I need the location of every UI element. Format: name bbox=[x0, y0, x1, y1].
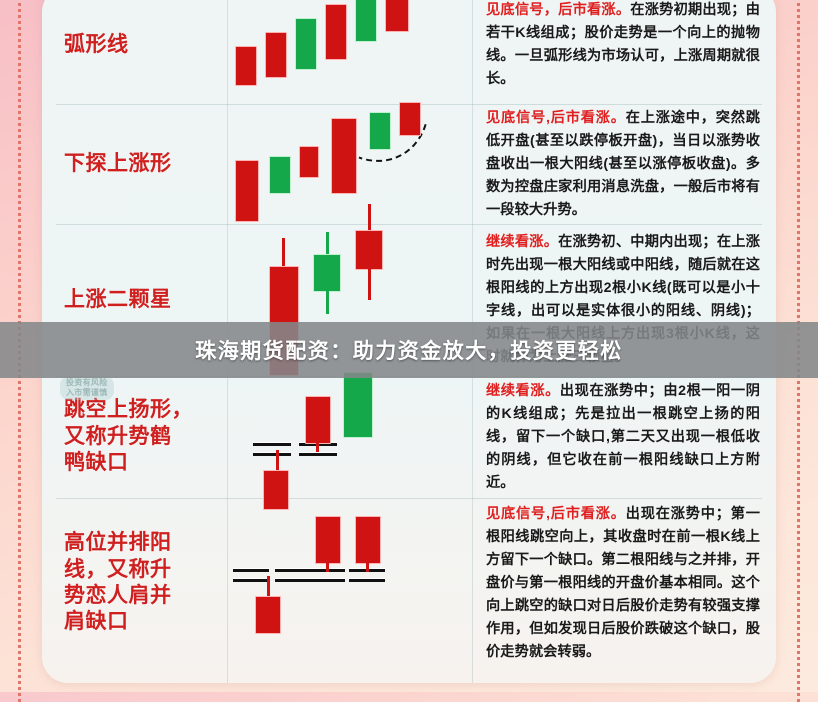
pattern-label-side-by-side: 高位并排阳 线，又称升 势恋人肩并 肩缺口 bbox=[64, 531, 172, 634]
pattern-row-gap-up: 投资有风险 入市需谨慎 跳空上扬形， 又称升势鹤 鸭缺口 继续看涨。出现在涨势中… bbox=[42, 372, 776, 510]
candle-red bbox=[355, 230, 383, 270]
candle-wick bbox=[276, 450, 279, 472]
candle-red bbox=[385, 0, 409, 32]
doji-line bbox=[233, 578, 269, 582]
pattern-label-dip: 下探上涨形 bbox=[64, 151, 172, 175]
doji-line bbox=[309, 578, 345, 582]
pattern-label-cell: 投资有风险 入市需谨慎 跳空上扬形， 又称升势鹤 鸭缺口 bbox=[42, 376, 227, 498]
doji-line bbox=[349, 578, 385, 582]
desc-body: 出现在涨势中；第一根阳线跳空向上，其收盘时在前一根K线上方留下一个缺口。第二根阳… bbox=[486, 505, 760, 660]
candle-green bbox=[313, 254, 341, 292]
doji-line bbox=[253, 452, 291, 456]
candle-red bbox=[325, 4, 347, 60]
doji-line bbox=[233, 568, 269, 572]
pattern-chart-side-by-side bbox=[227, 498, 472, 668]
candle-wick bbox=[326, 290, 329, 314]
candle-wick bbox=[326, 232, 329, 256]
pattern-desc-arc: 见底信号，后市看涨。在涨势初期出现；由若干K线组成；股价走势是一个向上的抛物线。… bbox=[472, 0, 776, 104]
candle-red bbox=[315, 516, 341, 564]
pattern-label-cell: 弧形线 bbox=[42, 0, 227, 104]
doji-line bbox=[299, 452, 337, 456]
candle-red bbox=[399, 102, 421, 136]
row-divider-4 bbox=[56, 498, 762, 499]
pattern-desc-gap-up: 继续看涨。出现在涨势中；由2根一阳一阴的K线组成；先是拉出一根跳空上扬的阳线，留… bbox=[472, 376, 776, 498]
candle-red bbox=[331, 118, 357, 194]
candle-green bbox=[355, 0, 377, 42]
pattern-desc-dip: 见底信号,后市看涨。在上涨途中，突然跳低开盘(甚至以跌停板开盘)，当日以涨势收盘… bbox=[472, 104, 776, 224]
desc-body: 在涨势初期出现；由若干K线组成；股价走势是一个向上的抛物线。一旦弧形线为市场认可… bbox=[486, 2, 760, 87]
candle-wick bbox=[366, 560, 369, 572]
candle-green bbox=[343, 372, 373, 438]
pattern-desc-side-by-side: 见底信号,后市看涨。出现在涨势中；第一根阳线跳空向上，其收盘时在前一根K线上方留… bbox=[472, 498, 776, 668]
candle-wick bbox=[368, 268, 371, 300]
pattern-chart-dip bbox=[227, 102, 472, 224]
candle-wick bbox=[267, 576, 270, 598]
pattern-label-cell: 下探上涨形 bbox=[42, 104, 227, 224]
candle-red bbox=[263, 470, 289, 510]
desc-body: 在上涨途中，突然跳低开盘(甚至以跌停板开盘)，当日以涨势收盘收出一根大阳线(甚至… bbox=[486, 109, 760, 218]
desc-highlight: 继续看涨。 bbox=[486, 234, 559, 250]
candle-wick bbox=[368, 204, 371, 232]
pattern-chart-gap-up bbox=[227, 372, 472, 510]
candle-red bbox=[255, 596, 281, 634]
pattern-label-gap-up: 跳空上扬形， 又称升势鹤 鸭缺口 bbox=[64, 398, 193, 475]
candle-red bbox=[299, 146, 319, 178]
desc-highlight: 见底信号,后市看涨。 bbox=[486, 109, 626, 126]
pattern-label-two-stars: 上涨二颗星 bbox=[64, 287, 172, 311]
candle-green bbox=[369, 112, 391, 150]
candle-wick bbox=[326, 560, 329, 572]
pattern-row-arc: 弧形线 见底信号，后市看涨。在涨势初期出现；由若干K线组成；股价走势是一个向上的… bbox=[42, 0, 776, 183]
doji-line bbox=[275, 568, 309, 572]
pattern-chart-arc bbox=[227, 0, 472, 183]
candle-wick bbox=[282, 238, 285, 270]
desc-highlight: 见底信号,后市看涨。 bbox=[486, 505, 626, 522]
doji-line bbox=[253, 442, 291, 446]
candle-wick bbox=[316, 440, 319, 452]
pattern-label-cell: 上涨二颗星 bbox=[42, 224, 227, 376]
candle-red bbox=[305, 396, 331, 444]
desc-highlight: 继续看涨。 bbox=[486, 382, 560, 399]
candle-red bbox=[355, 516, 381, 564]
candle-green bbox=[269, 156, 291, 194]
pattern-label-arc: 弧形线 bbox=[64, 32, 129, 56]
candle-green bbox=[295, 18, 317, 70]
doji-line bbox=[275, 578, 309, 582]
pattern-row-dip: 下探上涨形 见底信号,后市看涨。在上涨途中，突然跳低开盘(甚至以跌停板开盘)，当… bbox=[42, 102, 776, 224]
candle-red bbox=[235, 46, 257, 86]
overlay-banner: 珠海期货配资：助力资金放大，投资更轻松 bbox=[0, 322, 818, 378]
row-divider-2 bbox=[56, 224, 762, 225]
desc-highlight: 见底信号，后市看涨。 bbox=[486, 2, 631, 18]
overlay-banner-text: 珠海期货配资：助力资金放大，投资更轻松 bbox=[195, 340, 623, 363]
desc-body: 出现在涨势中；由2根一阳一阴的K线组成；先是拉出一根跳空上扬的阳线，留下一个缺口… bbox=[486, 382, 760, 491]
candle-red bbox=[235, 160, 259, 222]
pattern-row-side-by-side: 高位并排阳 线，又称升 势恋人肩并 肩缺口 见底信号,后市看涨。出现在 bbox=[42, 498, 776, 668]
pattern-label-cell: 高位并排阳 线，又称升 势恋人肩并 肩缺口 bbox=[42, 498, 227, 668]
candle-red bbox=[265, 32, 287, 78]
risk-watermark: 投资有风险 入市需谨慎 bbox=[60, 376, 114, 400]
